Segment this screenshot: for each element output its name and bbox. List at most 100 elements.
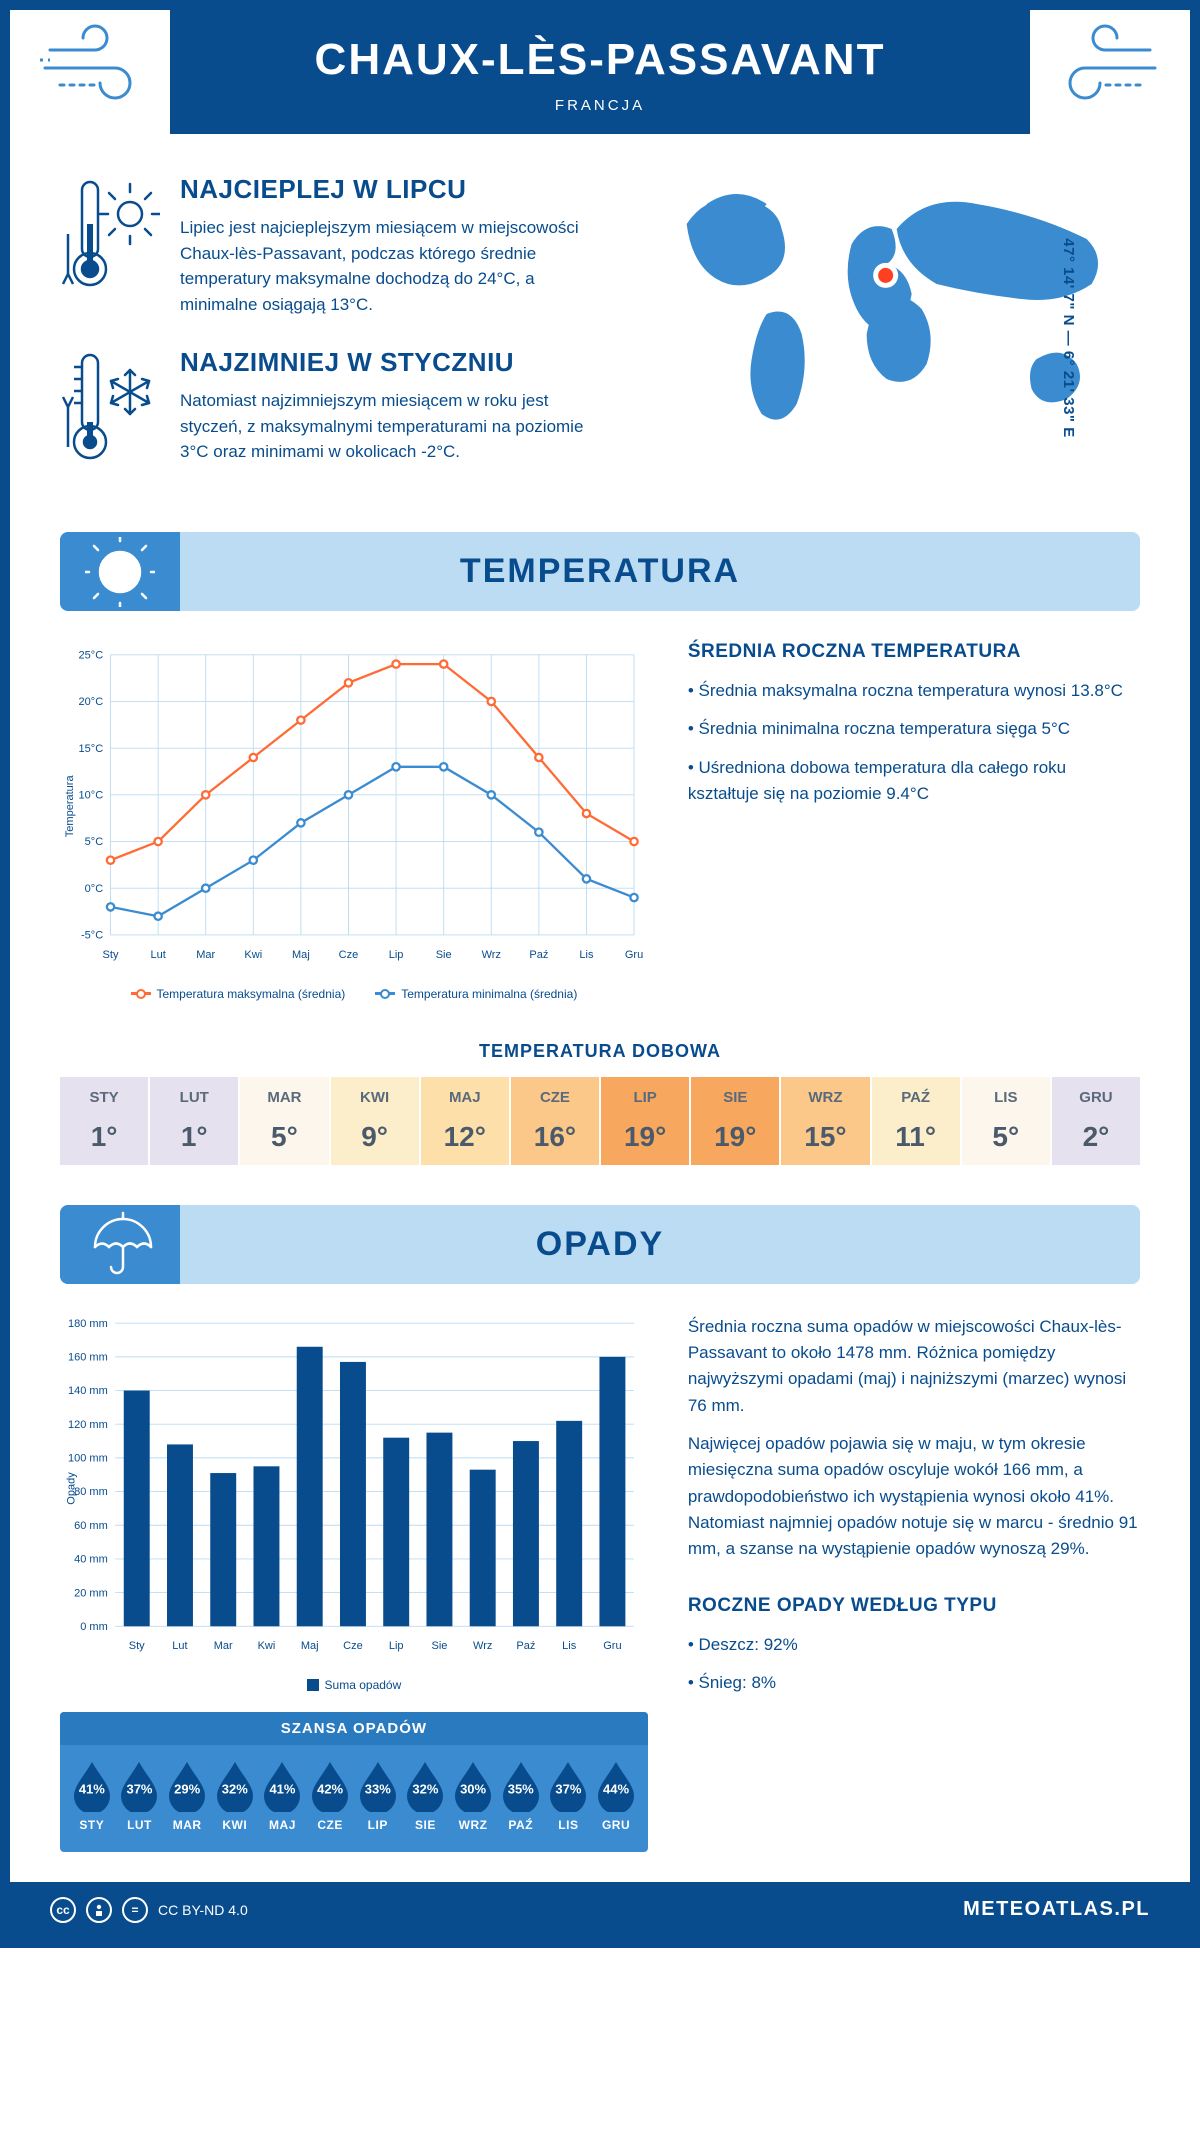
svg-text:60 mm: 60 mm [74,1520,108,1532]
svg-text:80 mm: 80 mm [74,1486,108,1498]
temp-summary-item: Średnia maksymalna roczna temperatura wy… [688,678,1140,704]
chance-heading: SZANSA OPADÓW [60,1712,648,1745]
precip-type-item: Śnieg: 8% [688,1670,1140,1696]
chance-drop: 35%PAŹ [497,1760,545,1832]
location-title: CHAUX-LÈS-PASSAVANT [170,35,1030,85]
precip-type-heading: ROCZNE OPADY WEDŁUG TYPU [688,1595,1140,1617]
precip-bar-chart: 0 mm20 mm40 mm60 mm80 mm100 mm120 mm140 … [60,1314,648,1663]
svg-text:15°C: 15°C [79,743,104,755]
svg-text:Cze: Cze [343,1640,363,1652]
svg-text:180 mm: 180 mm [68,1317,108,1329]
coordinates-label: 47° 14' 7" N — 6° 21' 33" E [1060,238,1077,437]
warmest-block: NAJCIEPLEJ W LIPCU Lipiec jest najcieple… [60,174,593,317]
svg-text:25°C: 25°C [79,649,104,661]
svg-text:0°C: 0°C [85,883,104,895]
chance-drop: 42%CZE [306,1760,354,1832]
precip-body-1: Średnia roczna suma opadów w miejscowośc… [688,1314,1140,1419]
daily-temp-cell: MAJ12° [421,1077,511,1165]
by-icon [86,1897,112,1923]
temp-summary-list: Średnia maksymalna roczna temperatura wy… [688,678,1140,807]
footer: cc = CC BY-ND 4.0 METEOATLAS.PL [10,1882,1190,1938]
daily-temp-cell: GRU2° [1052,1077,1140,1165]
svg-text:Lut: Lut [150,949,165,961]
temp-summary-item: Średnia minimalna roczna temperatura się… [688,716,1140,742]
chance-drop: 33%LIP [354,1760,402,1832]
precip-banner: OPADY [60,1205,1140,1284]
svg-text:Mar: Mar [196,949,215,961]
nd-icon: = [122,1897,148,1923]
sun-icon [60,532,180,611]
svg-text:Lip: Lip [389,1640,404,1652]
svg-text:20°C: 20°C [79,696,104,708]
svg-text:Paź: Paź [516,1640,535,1652]
brand-label: METEOATLAS.PL [963,1898,1150,1921]
svg-text:Cze: Cze [339,949,359,961]
svg-text:0 mm: 0 mm [80,1621,108,1633]
thermometer-cold-icon [60,347,160,472]
wind-icon [40,20,170,115]
daily-temp-table: STY1°LUT1°MAR5°KWI9°MAJ12°CZE16°LIP19°SI… [60,1077,1140,1165]
svg-text:20 mm: 20 mm [74,1587,108,1599]
daily-temp-cell: PAŹ11° [872,1077,962,1165]
header-banner: CHAUX-LÈS-PASSAVANT FRANCJA [170,10,1030,134]
license-block: cc = CC BY-ND 4.0 [50,1897,248,1923]
svg-text:Temperatura: Temperatura [64,775,76,838]
svg-text:Lis: Lis [562,1640,577,1652]
chance-drop: 30%WRZ [449,1760,497,1832]
location-country: FRANCJA [170,97,1030,114]
coldest-heading: NAJZIMNIEJ W STYCZNIU [180,347,593,378]
chance-drop: 32%SIE [402,1760,450,1832]
license-text: CC BY-ND 4.0 [158,1902,248,1918]
precip-chance-box: SZANSA OPADÓW 41%STY37%LUT29%MAR32%KWI41… [60,1712,648,1852]
svg-text:100 mm: 100 mm [68,1452,108,1464]
svg-text:Maj: Maj [292,949,310,961]
precip-type-item: Deszcz: 92% [688,1632,1140,1658]
svg-text:120 mm: 120 mm [68,1419,108,1431]
chance-drop: 37%LUT [116,1760,164,1832]
coldest-body: Natomiast najzimniejszym miesiącem w rok… [180,388,593,465]
temp-summary-heading: ŚREDNIA ROCZNA TEMPERATURA [688,641,1140,663]
chance-drop: 32%KWI [211,1760,259,1832]
svg-text:Sie: Sie [436,949,452,961]
svg-text:Paź: Paź [529,949,548,961]
daily-temp-cell: KWI9° [331,1077,421,1165]
temperature-title: TEMPERATURA [60,552,1140,591]
chance-drop: 44%GRU [592,1760,640,1832]
svg-text:Gru: Gru [603,1640,621,1652]
precip-type-list: Deszcz: 92% Śnieg: 8% [688,1632,1140,1697]
svg-text:10°C: 10°C [79,790,104,802]
cc-icon: cc [50,1897,76,1923]
svg-text:Maj: Maj [301,1640,319,1652]
svg-text:5°C: 5°C [85,836,104,848]
coldest-block: NAJZIMNIEJ W STYCZNIU Natomiast najzimni… [60,347,593,472]
svg-text:160 mm: 160 mm [68,1351,108,1363]
temp-summary-item: Uśredniona dobowa temperatura dla całego… [688,755,1140,808]
daily-temp-cell: LIP19° [601,1077,691,1165]
daily-temp-cell: LUT1° [150,1077,240,1165]
svg-text:Mar: Mar [214,1640,233,1652]
svg-text:Opady: Opady [66,1471,78,1504]
chance-drop: 41%MAJ [259,1760,307,1832]
svg-text:Lis: Lis [579,949,594,961]
umbrella-icon [60,1205,180,1284]
temperature-line-chart: -5°C0°C5°C10°C15°C20°C25°CStyLutMarKwiMa… [60,641,648,972]
svg-text:Lip: Lip [389,949,404,961]
daily-temp-cell: WRZ15° [781,1077,871,1165]
precip-body-2: Najwięcej opadów pojawia się w maju, w t… [688,1431,1140,1563]
svg-text:Wrz: Wrz [473,1640,492,1652]
warmest-body: Lipiec jest najcieplejszym miesiącem w m… [180,215,593,317]
daily-temp-cell: SIE19° [691,1077,781,1165]
svg-text:Gru: Gru [625,949,643,961]
chance-drop: 29%MAR [163,1760,211,1832]
temperature-banner: TEMPERATURA [60,532,1140,611]
svg-text:-5°C: -5°C [81,930,103,942]
daily-temp-cell: MAR5° [240,1077,330,1165]
thermometer-hot-icon [60,174,160,317]
chance-drop: 37%LIS [545,1760,593,1832]
wind-icon [1030,20,1160,115]
svg-text:Kwi: Kwi [258,1640,276,1652]
daily-temp-cell: LIS5° [962,1077,1052,1165]
svg-text:40 mm: 40 mm [74,1553,108,1565]
chance-drop: 41%STY [68,1760,116,1832]
temperature-legend: Temperatura maksymalna (średnia) Tempera… [60,987,648,1001]
